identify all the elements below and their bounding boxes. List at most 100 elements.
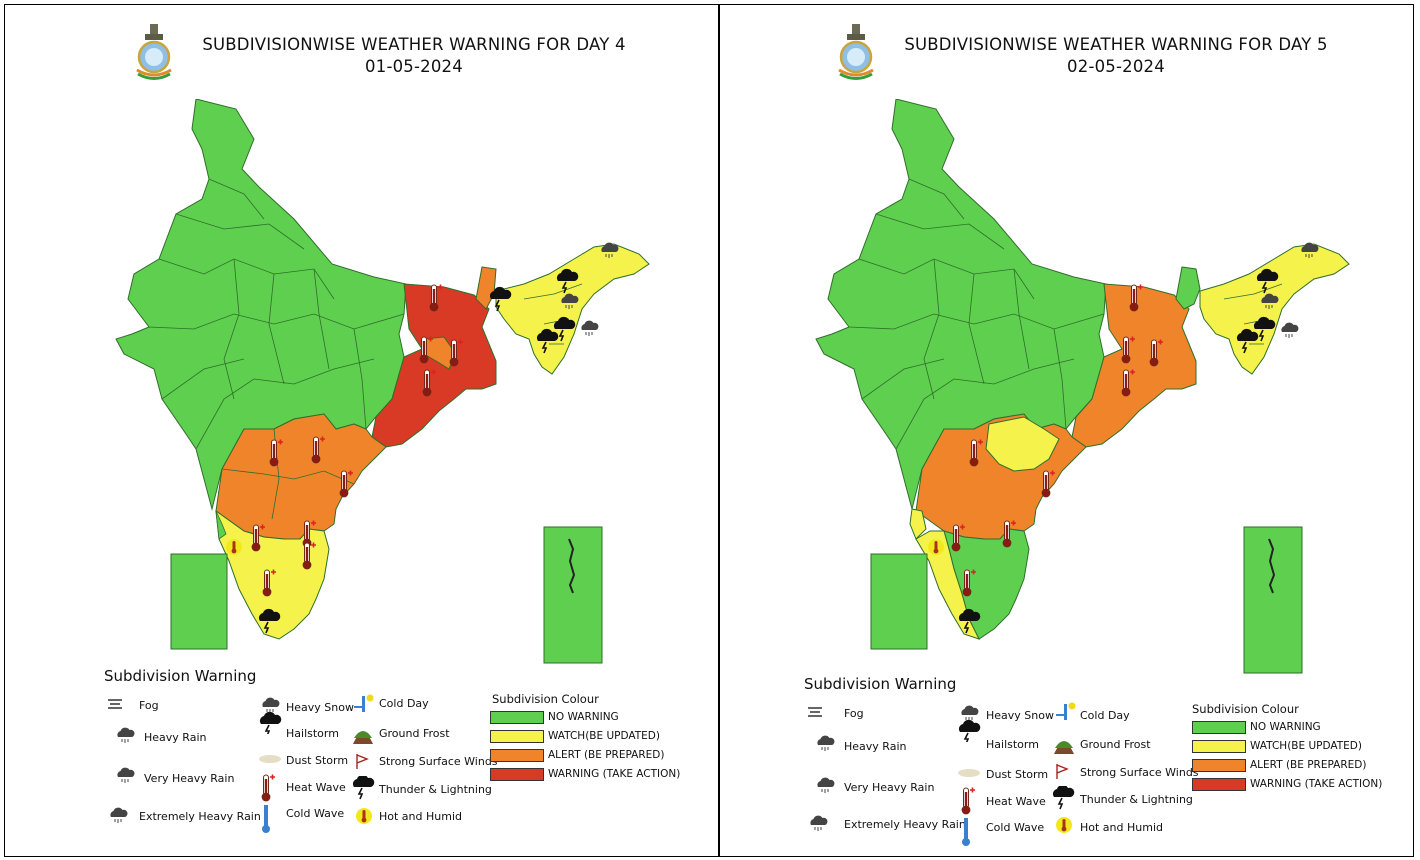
subdivision-watch	[215, 509, 330, 640]
heavy-snow-hailstorm-icon	[958, 705, 982, 742]
thunder-lightning-icon	[352, 776, 376, 800]
panel-date: 02-05-2024	[1067, 57, 1165, 76]
warning-panel-day4: SUBDIVISIONWISE WEATHER WARNING FOR DAY …	[4, 4, 718, 857]
panel-title: SUBDIVISIONWISE WEATHER WARNING FOR DAY …	[896, 34, 1336, 78]
legend-cold-wave-label: Cold Wave	[986, 821, 1045, 834]
lakshadweep-inset	[870, 553, 928, 650]
subdivision-watch	[985, 416, 1060, 472]
hot-humid-icon	[356, 808, 372, 824]
heavy-rain-icon	[816, 735, 835, 752]
swatch-no-warning	[1192, 721, 1246, 734]
national-emblem-icon	[135, 22, 173, 80]
legend-strong-winds-label: Strong Surface Winds	[1080, 766, 1199, 779]
swatch-alert	[490, 749, 544, 762]
lakshadweep-inset	[170, 553, 228, 650]
ground-frost-icon	[1054, 741, 1074, 754]
very-heavy-rain-icon	[116, 767, 135, 784]
fog-icon	[808, 707, 822, 717]
no-warning-label: NO WARNING	[1250, 721, 1321, 733]
dust-storm-icon	[958, 769, 980, 777]
watch-label: WATCH(BE UPDATED)	[1250, 740, 1362, 752]
heavy-snow-hailstorm-icon	[259, 697, 283, 734]
legend-thunder-label: Thunder & Lightning	[1080, 793, 1193, 806]
extremely-heavy-rain-icon	[109, 807, 128, 824]
alert-label: ALERT (BE PREPARED)	[548, 749, 665, 761]
national-emblem-icon	[837, 22, 875, 80]
warning-panel-day5: SUBDIVISIONWISE WEATHER WARNING FOR DAY …	[720, 4, 1420, 857]
legend-hot-humid-label: Hot and Humid	[379, 810, 462, 823]
no-warning-label: NO WARNING	[548, 711, 619, 723]
watch-label: WATCH(BE UPDATED)	[548, 730, 660, 742]
india-subdivision-map	[815, 99, 1350, 674]
heat-cold-wave-icon	[261, 773, 276, 833]
swatch-warning	[1192, 778, 1246, 791]
legend-heavy-snow-label: Heavy Snow	[986, 709, 1054, 722]
subdivision-alert	[215, 413, 387, 540]
subdivision-watch	[1199, 243, 1350, 375]
subdivision-watch	[909, 508, 927, 540]
strong-winds-icon	[356, 754, 369, 769]
legend-hailstorm-label: Hailstorm	[986, 738, 1039, 751]
panel-title: SUBDIVISIONWISE WEATHER WARNING FOR DAY …	[194, 34, 634, 78]
legend-very-heavy-rain-label: Very Heavy Rain	[844, 781, 935, 794]
colour-legend-title: Subdivision Colour	[492, 692, 599, 706]
heat-cold-wave-icon	[961, 786, 976, 846]
legend-ground-frost-label: Ground Frost	[379, 727, 450, 740]
thunder-lightning-icon	[1052, 786, 1076, 810]
cold-day-icon	[1056, 702, 1076, 720]
legend-extremely-heavy-rain-label: Extremely Heavy Rain	[844, 818, 966, 831]
fog-icon	[108, 699, 122, 709]
legend-dust-storm-label: Dust Storm	[286, 754, 349, 767]
legend-hailstorm-label: Hailstorm	[286, 727, 339, 740]
legend-cold-day-label: Cold Day	[379, 697, 429, 710]
warning-label: WARNING (TAKE ACTION)	[1250, 778, 1383, 790]
subdivision-boundaries	[148, 178, 405, 450]
outer-frame	[4, 4, 1414, 857]
legend-ground-frost-label: Ground Frost	[1080, 738, 1151, 751]
alert-label: ALERT (BE PREPARED)	[1250, 759, 1367, 771]
legend-heavy-snow-label: Heavy Snow	[286, 701, 354, 714]
warning-label: WARNING (TAKE ACTION)	[548, 768, 681, 780]
swatch-warning	[490, 768, 544, 781]
ground-frost-icon	[353, 731, 373, 744]
legend-dust-storm-label: Dust Storm	[986, 768, 1049, 781]
legend-fog-label: Fog	[844, 707, 864, 720]
legend-title: Subdivision Warning	[104, 667, 257, 685]
india-subdivision-map	[115, 99, 650, 664]
legend-thunder-label: Thunder & Lightning	[379, 783, 492, 796]
heavy-rain-icon	[580, 320, 599, 337]
subdivision-watch	[1175, 266, 1201, 310]
strong-winds-icon	[1056, 764, 1069, 779]
legend-heat-wave-label: Heat Wave	[986, 795, 1046, 808]
swatch-no-warning	[490, 711, 544, 724]
swatch-watch	[1192, 740, 1246, 753]
legend-heavy-rain-label: Heavy Rain	[144, 731, 207, 744]
hot-humid-icon	[226, 539, 242, 555]
subdivision-alert	[1071, 283, 1197, 448]
subdivision-watch	[495, 243, 650, 375]
hot-humid-icon	[1056, 817, 1072, 833]
legend-strong-winds-label: Strong Surface Winds	[379, 755, 498, 768]
legend-title: Subdivision Warning	[804, 675, 957, 693]
subdivision-boundaries	[848, 178, 1105, 450]
hot-humid-icon	[928, 539, 944, 555]
colour-legend-title: Subdivision Colour	[1192, 702, 1299, 716]
legend-fog-label: Fog	[139, 699, 159, 712]
legend-cold-wave-label: Cold Wave	[286, 807, 345, 820]
panel-date: 01-05-2024	[365, 57, 463, 76]
heavy-rain-icon	[116, 727, 135, 744]
legend-extremely-heavy-rain-label: Extremely Heavy Rain	[139, 810, 261, 823]
legend-heavy-rain-label: Heavy Rain	[844, 740, 907, 753]
legend-hot-humid-label: Hot and Humid	[1080, 821, 1163, 834]
cold-day-icon	[354, 694, 374, 712]
extremely-heavy-rain-icon	[809, 815, 828, 832]
legend-very-heavy-rain-label: Very Heavy Rain	[144, 772, 235, 785]
legend-cold-day-label: Cold Day	[1080, 709, 1130, 722]
swatch-alert	[1192, 759, 1246, 772]
dust-storm-icon	[259, 755, 281, 763]
heavy-rain-icon	[1280, 322, 1299, 339]
panel-divider	[718, 4, 720, 857]
very-heavy-rain-icon	[816, 777, 835, 794]
subdivision-alert	[475, 266, 497, 310]
legend-heat-wave-label: Heat Wave	[286, 781, 346, 794]
